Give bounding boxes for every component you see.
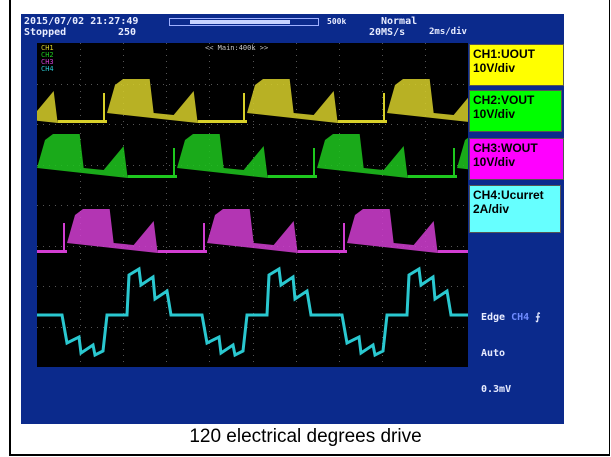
ch3-waveform bbox=[37, 209, 468, 253]
zoom-label: << Main:400k >> bbox=[205, 44, 269, 52]
ch1-label-box: CH1:UOUT 10V/div bbox=[469, 44, 564, 86]
legend-ch1: CH1 bbox=[41, 44, 54, 52]
record-length: 500k bbox=[327, 17, 347, 26]
ch4-label-box: CH4:Ucurret 2A/div bbox=[469, 185, 561, 233]
ch4-label: CH4:Ucurret bbox=[473, 188, 544, 202]
trigger-type: Edge bbox=[481, 312, 506, 323]
ch3-label: CH3:WOUT bbox=[473, 141, 538, 155]
trigger-level: 0.3mV bbox=[481, 384, 512, 395]
channel-legend: CH1 CH2 CH3 CH4 bbox=[41, 45, 54, 73]
ch2-waveform bbox=[37, 134, 468, 178]
ch1-scale: 10V/div bbox=[473, 61, 516, 75]
run-state: Stopped bbox=[24, 27, 67, 38]
legend-ch3: CH3 bbox=[41, 58, 54, 66]
ch2-label: CH2:VOUT bbox=[473, 93, 535, 107]
ch1-waveform bbox=[37, 79, 468, 123]
rising-edge-icon: ⨍ bbox=[535, 312, 541, 323]
ch4-scale: 2A/div bbox=[473, 202, 510, 216]
sample-rate: 20MS/s bbox=[369, 27, 406, 38]
trigger-mode: Auto bbox=[481, 348, 506, 359]
figure-caption: 120 electrical degrees drive bbox=[189, 426, 422, 447]
legend-ch4: CH4 bbox=[41, 65, 54, 73]
trigger-source: CH4 bbox=[511, 312, 530, 323]
acquisition-mode: Normal bbox=[381, 16, 418, 27]
waveform-plot bbox=[37, 43, 468, 362]
timestamp: 2015/07/02 21:27:49 bbox=[24, 16, 139, 27]
trigger-position: 250 bbox=[118, 27, 137, 38]
time-per-division: 2ms/div bbox=[429, 27, 467, 37]
ch2-scale: 10V/div bbox=[473, 107, 516, 121]
waveform-screen: CH1 CH2 CH3 CH4 << Main:400k >> bbox=[37, 43, 468, 367]
ch1-label: CH1:UOUT bbox=[473, 47, 535, 61]
legend-ch2: CH2 bbox=[41, 51, 54, 59]
ch4-waveform bbox=[37, 266, 468, 358]
trigger-settings: Edge CH4 ⨍ Auto 0.3mV bbox=[481, 288, 540, 408]
ch2-label-box: CH2:VOUT 10V/div bbox=[469, 90, 562, 132]
record-bar bbox=[169, 18, 319, 26]
ch3-scale: 10V/div bbox=[473, 155, 516, 169]
ch3-label-box: CH3:WOUT 10V/div bbox=[469, 138, 564, 180]
